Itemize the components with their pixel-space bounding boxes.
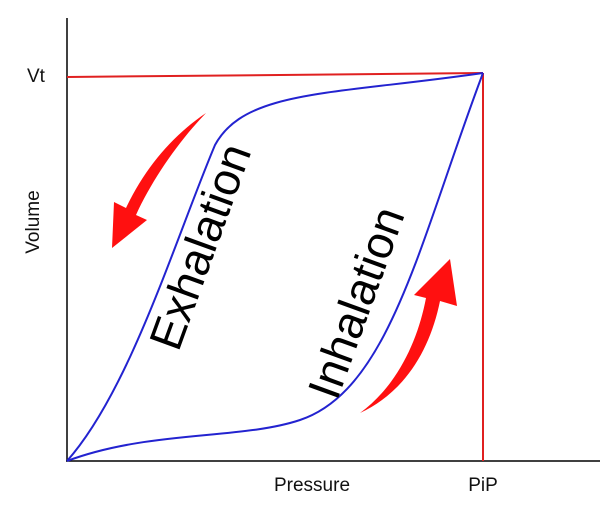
- tidal-volume-reference-line: [66, 72, 484, 78]
- inhalation-direction-arrow: [360, 259, 457, 413]
- exhalation-curve: [66, 72, 484, 462]
- peak-pressure-label: PiP: [468, 475, 498, 496]
- peak-volume-label: Vt: [27, 66, 46, 87]
- inhalation-curve: [66, 72, 484, 462]
- exhalation-direction-arrow: [112, 113, 206, 248]
- x-axis-label: Pressure: [274, 475, 350, 496]
- y-axis-label: Volume: [23, 190, 44, 253]
